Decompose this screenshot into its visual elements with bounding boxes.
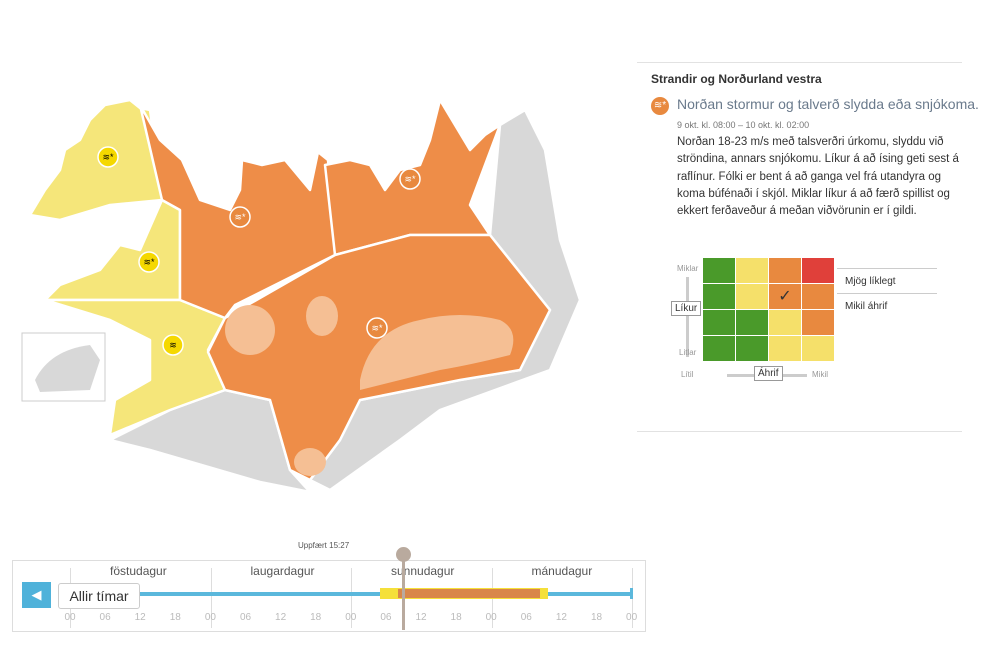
hour-label: 18 [169, 612, 181, 623]
hour-label: 12 [415, 612, 427, 623]
likelihood-axis-label: Líkur [671, 301, 702, 316]
hour-label: 00 [345, 612, 357, 623]
warning-markers[interactable]: ≋* ≋* ≋ ≋* ≋* ≋* [97, 146, 421, 356]
likelihood-high-label: Miklar [677, 264, 699, 273]
hour-label: 18 [450, 612, 462, 623]
hour-label: 00 [626, 612, 638, 623]
warning-text: Norðan 18-23 m/s með talsverðri úrkomu, … [677, 136, 959, 218]
impact-high-label: Mikil [812, 370, 828, 379]
day-label[interactable]: mánudagur [531, 564, 593, 578]
wind-snow-icon: ≋* [651, 97, 669, 115]
risk-cell-selected: ✓ [769, 284, 801, 309]
play-back-button[interactable]: ◀ [22, 582, 51, 608]
svg-text:≋*: ≋* [143, 257, 155, 267]
svg-text:≋: ≋ [169, 340, 177, 350]
risk-cell [802, 284, 834, 309]
wind-snow-icon: ≋* [229, 206, 251, 228]
glaciers [225, 296, 514, 476]
region-title: Strandir og Norðurland vestra [651, 72, 822, 86]
impact-value: Mikil áhrif [845, 301, 888, 312]
risk-cell [703, 258, 735, 283]
hour-label: 06 [99, 612, 111, 623]
risk-cell [769, 336, 801, 361]
day-divider [351, 568, 352, 628]
orange-warning-bar[interactable] [398, 589, 540, 598]
wind-icon: ≋ [162, 334, 184, 356]
impact-low-label: Lítil [681, 370, 694, 379]
wind-snow-icon: ≋* [399, 168, 421, 190]
risk-cell [736, 284, 768, 309]
day-label[interactable]: föstudagur [110, 564, 167, 578]
risk-cell [802, 310, 834, 335]
impact-axis-label: Áhrif [754, 366, 783, 381]
all-times-button[interactable]: Allir tímar [58, 583, 140, 609]
hour-label: 00 [485, 612, 497, 623]
svg-text:≋*: ≋* [371, 323, 383, 333]
updated-time: Uppfært 15:27 [298, 541, 350, 550]
hour-label: 00 [204, 612, 216, 623]
hour-label: 12 [275, 612, 287, 623]
risk-cell [736, 336, 768, 361]
hour-label: 06 [380, 612, 392, 623]
risk-cell [769, 310, 801, 335]
risk-cell [703, 284, 735, 309]
risk-matrix: ✓ [703, 258, 834, 361]
svg-text:≋*: ≋* [404, 174, 416, 184]
svg-text:≋*: ≋* [102, 152, 114, 162]
iceland-warning-map: ≋* ≋* ≋ ≋* ≋* ≋* [21, 98, 582, 494]
risk-cell [703, 310, 735, 335]
likelihood-low-label: Litlar [679, 348, 697, 357]
hour-label: 12 [555, 612, 567, 623]
time-slider-line[interactable] [402, 555, 405, 630]
hour-label: 06 [520, 612, 532, 623]
warning-time: 9 okt. kl. 08:00 – 10 okt. kl. 02:00 [677, 120, 810, 130]
day-label[interactable]: laugardagur [250, 564, 315, 578]
hour-label: 00 [64, 612, 76, 623]
wind-snow-icon: ≋* [366, 317, 388, 339]
risk-cell [703, 336, 735, 361]
hour-label: 18 [590, 612, 603, 623]
time-slider-handle[interactable] [396, 547, 411, 562]
hour-label: 12 [134, 612, 146, 623]
risk-cell [736, 310, 768, 335]
day-label[interactable]: sunnudagur [391, 564, 455, 578]
wind-snow-icon: ≋* [138, 251, 160, 273]
day-divider [210, 568, 212, 628]
svg-text:≋*: ≋* [234, 212, 246, 222]
risk-cell [769, 258, 801, 283]
wind-snow-icon: ≋* [97, 146, 119, 168]
hour-label: 18 [310, 612, 322, 623]
likelihood-value: Mjög líklegt [845, 276, 896, 287]
warning-headline: Norðan stormur og talverð slydda eða snj… [677, 96, 979, 112]
risk-cell [802, 258, 834, 283]
hour-label: 06 [239, 612, 252, 623]
risk-cell [802, 336, 834, 361]
risk-cell [736, 258, 768, 283]
warning-detail-panel: Strandir og Norðurland vestra ≋* Norðan … [637, 62, 979, 432]
